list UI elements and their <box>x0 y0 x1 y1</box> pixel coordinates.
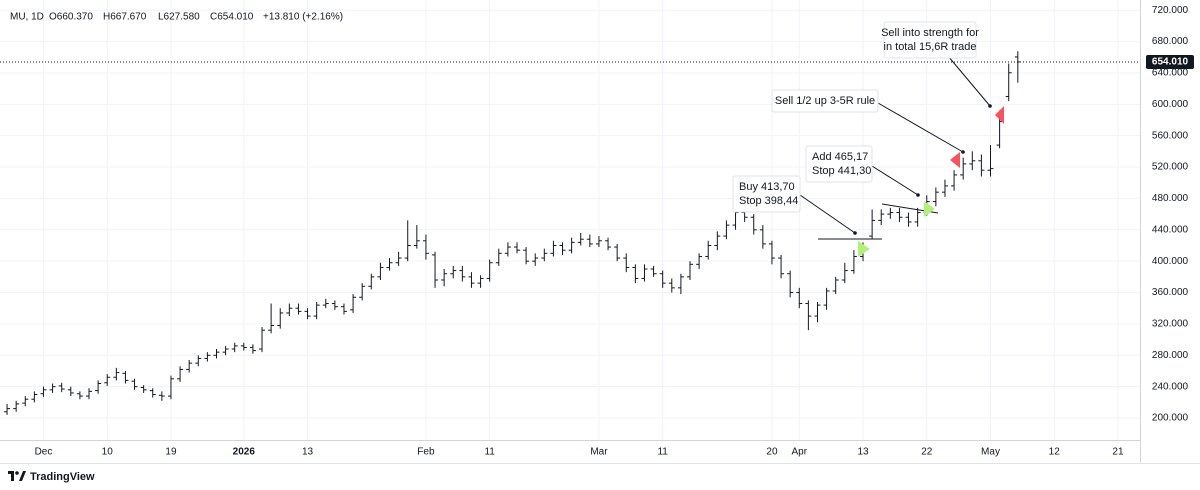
callout-text: Sell into strength for <box>881 27 979 39</box>
y-tick-label: 200.000 <box>1152 413 1189 424</box>
last-price-box <box>1146 54 1194 69</box>
y-tick-label: 640.000 <box>1152 68 1189 79</box>
brand-logo <box>15 471 19 475</box>
y-tick-label: 720.000 <box>1152 5 1189 16</box>
y-tick-label: 440.000 <box>1152 224 1189 235</box>
add-arrow <box>924 201 935 217</box>
callout-dot <box>961 150 965 154</box>
callout-text: Add 465,17 <box>812 151 868 163</box>
brand[interactable]: TradingView <box>30 471 95 483</box>
sell-arrow <box>950 152 960 168</box>
callout-dot <box>916 193 920 197</box>
y-tick-label: 360.000 <box>1152 287 1189 298</box>
callout-box <box>732 175 801 213</box>
buy-arrow <box>858 241 870 257</box>
x-tick-label: Dec <box>35 447 53 458</box>
ohlc-close: C654.010 <box>210 12 254 23</box>
x-tick-label: 21 <box>1112 447 1124 458</box>
callout-line <box>799 194 856 234</box>
x-tick-label: 13 <box>857 447 869 458</box>
x-tick-label: 12 <box>1049 447 1061 458</box>
x-tick-label: Mar <box>590 447 608 458</box>
x-tick-label: 22 <box>921 447 933 458</box>
y-tick-label: 680.000 <box>1152 36 1189 47</box>
callout-box <box>805 145 873 183</box>
y-tick-label: 400.000 <box>1152 256 1189 267</box>
callout-box <box>771 89 879 113</box>
y-tick-label: 520.000 <box>1152 162 1189 173</box>
callout-line <box>877 102 964 153</box>
x-tick-label: Feb <box>417 447 435 458</box>
y-tick-label: 480.000 <box>1152 193 1189 204</box>
callout-text: Stop 441,30 <box>812 165 871 177</box>
callout-text: Buy 413,70 <box>739 181 795 193</box>
x-tick-label: 11 <box>657 447 668 458</box>
brand-logo <box>8 471 14 481</box>
callout-line <box>871 165 919 196</box>
x-tick-label: 20 <box>766 447 778 458</box>
x-tick-label: 11 <box>484 447 495 458</box>
x-tick-label: May <box>981 447 1000 458</box>
y-tick-label: 560.000 <box>1152 130 1189 141</box>
y-tick-label: 280.000 <box>1152 350 1189 361</box>
y-tick-label: 320.000 <box>1152 319 1189 330</box>
ohlc-high: H667.670 <box>103 12 147 23</box>
callout-text: in total 15,6R trade <box>884 41 977 53</box>
y-tick-label: 600.000 <box>1152 99 1189 110</box>
ohlc-open: O660.370 <box>49 12 93 23</box>
symbol: MU, 1D <box>10 12 44 23</box>
x-tick-label: 2026 <box>233 447 256 458</box>
callout-dot <box>853 231 857 235</box>
brand-logo <box>19 471 26 481</box>
callout-text: Sell 1/2 up 3-5R rule <box>775 95 875 107</box>
callout-text: Stop 398,44 <box>739 195 798 207</box>
callout-dot <box>988 104 992 108</box>
ohlc-low: L627.580 <box>158 12 200 23</box>
x-tick-label: 19 <box>165 447 177 458</box>
y-tick-label: 240.000 <box>1152 381 1189 392</box>
last-price-label: 654.010 <box>1152 57 1189 68</box>
x-tick-label: 13 <box>302 447 314 458</box>
callout-line <box>947 55 991 107</box>
ohlc-change: +13.810 (+2.16%) <box>263 12 343 23</box>
sell-arrow <box>995 106 1004 124</box>
x-tick-label: Apr <box>791 447 807 458</box>
x-tick-label: 10 <box>102 447 114 458</box>
callout-box <box>883 21 977 59</box>
